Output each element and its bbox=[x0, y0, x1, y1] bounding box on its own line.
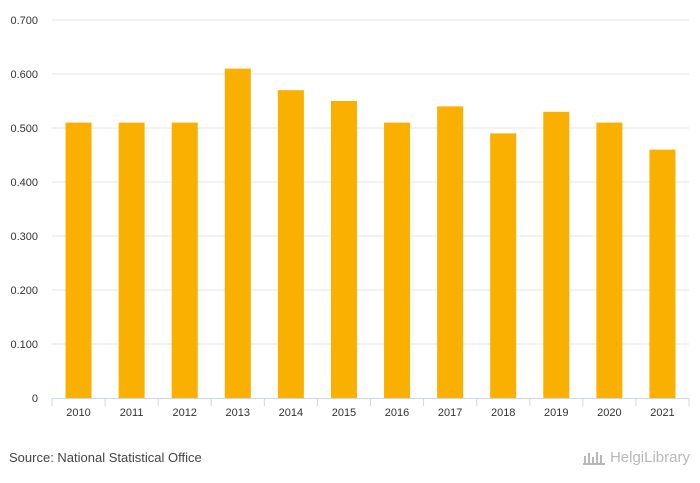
bar-2016[interactable] bbox=[384, 122, 411, 398]
x-tick-label: 2014 bbox=[279, 407, 303, 419]
bar-2019[interactable] bbox=[543, 111, 570, 399]
x-tick-label: 2018 bbox=[491, 407, 515, 419]
x-tick-label: 2010 bbox=[66, 407, 90, 419]
x-tick-label: 2017 bbox=[438, 407, 462, 419]
bar-2010[interactable] bbox=[65, 122, 92, 398]
y-axis-ticks: 0 0.100 0.200 0.300 0.400 0.500 0.600 0.700 bbox=[10, 15, 38, 405]
bar-2011[interactable] bbox=[118, 122, 145, 398]
bar-2015[interactable] bbox=[330, 101, 357, 398]
x-tick-label: 2019 bbox=[544, 407, 568, 419]
y-tick-label: 0.700 bbox=[10, 15, 38, 27]
x-tick-label: 2015 bbox=[332, 407, 356, 419]
x-tick-label: 2012 bbox=[172, 407, 196, 419]
bar-2013[interactable] bbox=[224, 68, 251, 398]
helgi-library-logo[interactable]: HelgiLibrary bbox=[582, 448, 690, 466]
bar-chart: 0 0.100 0.200 0.300 0.400 0.500 0.600 0.700 201… bbox=[10, 15, 690, 419]
y-tick-label: 0.100 bbox=[10, 339, 38, 351]
y-tick-label: 0.500 bbox=[10, 123, 38, 135]
library-columns-icon bbox=[582, 452, 605, 465]
bar-2018[interactable] bbox=[490, 133, 517, 398]
x-axis-ticks: 2010 2011 2012 2013 2014 2015 2016 2017 2018 2019… bbox=[66, 407, 674, 419]
x-tick-label: 2011 bbox=[120, 407, 144, 419]
x-tick-label: 2013 bbox=[226, 407, 250, 419]
bar-2021[interactable] bbox=[649, 149, 676, 398]
bar-2020[interactable] bbox=[596, 122, 623, 398]
x-tick-label: 2021 bbox=[650, 407, 674, 419]
y-tick-label: 0.400 bbox=[10, 177, 38, 189]
bars bbox=[65, 68, 676, 399]
bar-2014[interactable] bbox=[277, 90, 304, 398]
x-axis bbox=[51, 398, 690, 406]
x-tick-label: 2020 bbox=[597, 407, 621, 419]
x-tick-label: 2016 bbox=[385, 407, 409, 419]
y-tick-label: 0.600 bbox=[10, 69, 38, 81]
y-tick-label: 0 bbox=[32, 393, 38, 405]
y-tick-label: 0.200 bbox=[10, 285, 38, 297]
grid-lines bbox=[52, 19, 689, 345]
source-note: Source: National Statistical Office bbox=[9, 450, 202, 465]
y-tick-label: 0.300 bbox=[10, 231, 38, 243]
bar-2017[interactable] bbox=[437, 106, 464, 399]
bar-2012[interactable] bbox=[171, 122, 198, 398]
logo-text: HelgiLibrary bbox=[609, 448, 690, 466]
